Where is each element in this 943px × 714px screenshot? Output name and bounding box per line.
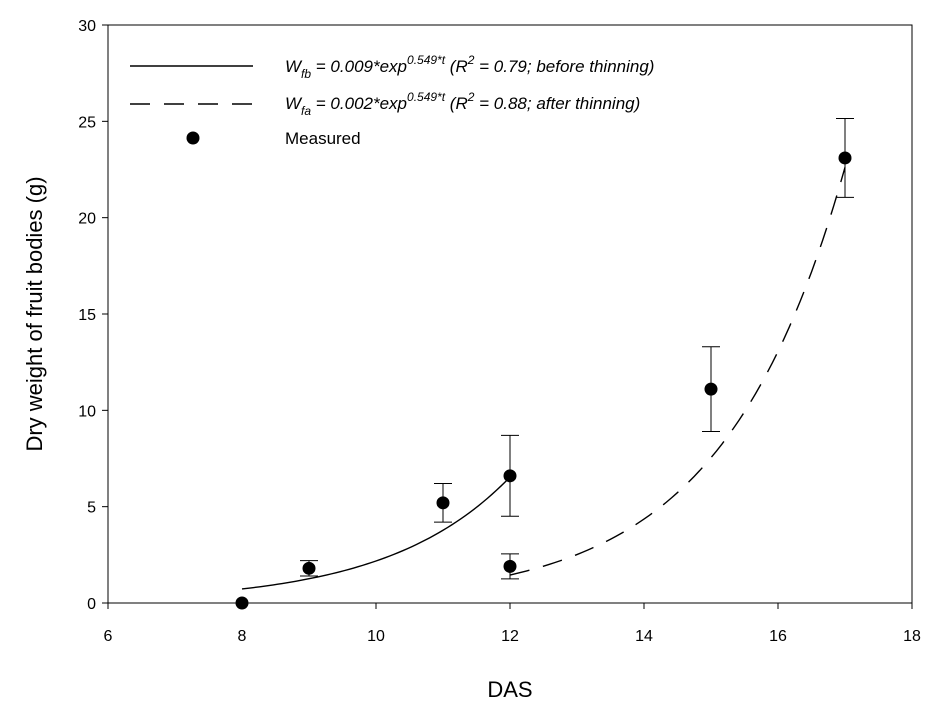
legend-label-after-thinning: Wfa = 0.002*exp0.549*t (R2 = 0.88; after… xyxy=(285,90,640,118)
data-point xyxy=(503,559,517,573)
legend-marker-measured xyxy=(186,131,200,145)
x-tick-label: 18 xyxy=(903,628,921,645)
y-tick-label: 20 xyxy=(78,211,96,228)
data-point xyxy=(235,596,249,610)
x-tick-label: 6 xyxy=(104,628,113,645)
fit-curve-before-thinning xyxy=(241,476,511,590)
y-axis-ticks: 0 5 10 15 20 25 30 xyxy=(78,18,108,613)
data-point xyxy=(302,561,316,575)
y-tick-label: 10 xyxy=(78,403,96,420)
y-tick-label: 15 xyxy=(78,307,96,324)
data-point xyxy=(838,151,852,165)
x-tick-label: 8 xyxy=(238,628,247,645)
x-tick-label: 14 xyxy=(635,628,653,645)
x-tick-label: 12 xyxy=(501,628,519,645)
fit-curve-after-thinning xyxy=(509,167,846,576)
y-tick-label: 0 xyxy=(87,596,96,613)
data-point xyxy=(503,469,517,483)
fit-curves xyxy=(241,167,846,590)
data-point xyxy=(704,382,718,396)
legend-label-measured: Measured xyxy=(285,129,361,148)
data-points xyxy=(235,117,854,610)
y-tick-label: 30 xyxy=(78,18,96,35)
y-axis-title: Dry weight of fruit bodies (g) xyxy=(22,176,47,451)
legend: Wfb = 0.009*exp0.549*t (R2 = 0.79; befor… xyxy=(130,53,654,148)
legend-label-before-thinning: Wfb = 0.009*exp0.549*t (R2 = 0.79; befor… xyxy=(285,53,654,81)
data-point xyxy=(436,496,450,510)
x-tick-label: 16 xyxy=(769,628,787,645)
x-axis-ticks: 6 8 10 12 14 16 18 xyxy=(104,603,921,645)
x-tick-label: 10 xyxy=(367,628,385,645)
x-axis-title: DAS xyxy=(487,677,532,702)
y-tick-label: 5 xyxy=(87,500,96,517)
y-tick-label: 25 xyxy=(78,114,96,131)
